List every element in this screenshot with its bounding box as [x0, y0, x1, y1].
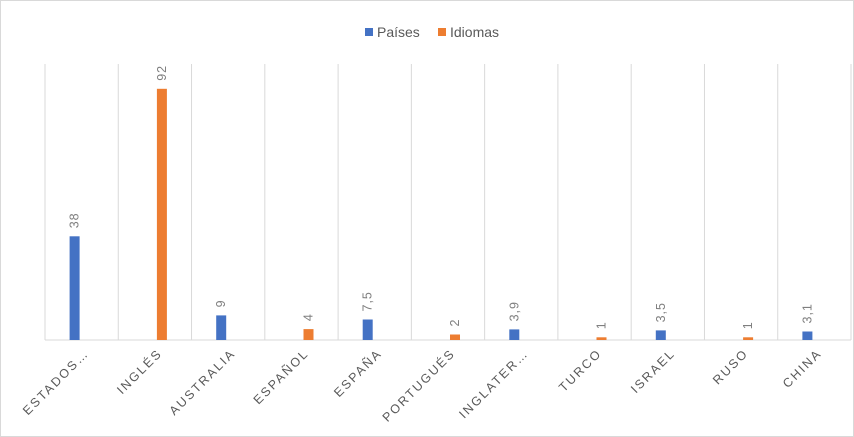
- bar-paises-australia: [216, 315, 227, 340]
- x-tick-labels: ESTADOS… INGLÉS AUSTRALIA ESPAÑOL ESPAÑAPORT…: [20, 346, 824, 425]
- bar-paises-estados: [69, 236, 80, 340]
- data-label-inglater: 3,9: [507, 301, 521, 321]
- x-tick-label-israel: ISRAEL: [628, 346, 678, 396]
- x-tick-label-portugues: PORTUGUÉS: [379, 346, 458, 425]
- x-tick-label-australia: AUSTRALIA: [167, 346, 239, 418]
- legend-label-idiomas: Idiomas: [450, 24, 499, 40]
- x-tick-label-turco: TURCO: [556, 346, 604, 394]
- bar-idiomas-ruso: [743, 337, 754, 340]
- data-label-china: 3,1: [800, 303, 814, 323]
- bar-paises-espana: [362, 319, 373, 340]
- legend-swatch-idiomas: [438, 28, 446, 36]
- data-label-ruso: 1: [741, 321, 755, 329]
- bar-idiomas-ingles: [156, 88, 167, 340]
- bar-idiomas-espanol: [303, 329, 314, 340]
- bar-paises-inglater: [509, 329, 520, 340]
- bar-idiomas-portugues: [450, 334, 460, 340]
- x-tick-label-inglater: INGLATER…: [456, 346, 531, 421]
- data-label-espana: 7,5: [361, 291, 375, 311]
- data-label-ingles: 92: [155, 65, 169, 81]
- data-label-turco: 1: [595, 321, 609, 329]
- data-label-espanol: 4: [302, 313, 316, 321]
- data-labels: 38 92 9 4 7,5 2 3,9 1 3,5 1 3,1: [68, 65, 815, 329]
- legend-label-paises: Países: [377, 24, 420, 40]
- bar-paises-china: [802, 331, 813, 340]
- bar-idiomas-turco: [596, 337, 607, 340]
- x-tick-label-ruso: RUSO: [710, 346, 751, 387]
- data-label-australia: 9: [214, 299, 228, 307]
- legend-swatch-paises: [365, 28, 373, 36]
- x-tick-label-ingles: INGLÉS: [114, 346, 166, 398]
- data-label-estados: 38: [68, 212, 82, 228]
- x-tick-label-espanol: ESPAÑOL: [251, 346, 312, 407]
- data-label-portugues: 2: [448, 319, 462, 327]
- data-label-israel: 3,5: [654, 302, 668, 322]
- bar-paises-israel: [655, 330, 666, 340]
- legend: Países Idiomas: [365, 24, 499, 40]
- gridlines: [44, 64, 852, 340]
- bars: [69, 88, 813, 340]
- x-tick-label-espana: ESPAÑA: [331, 346, 385, 400]
- x-tick-label-estados: ESTADOS…: [20, 346, 92, 418]
- x-tick-label-china: CHINA: [780, 346, 824, 390]
